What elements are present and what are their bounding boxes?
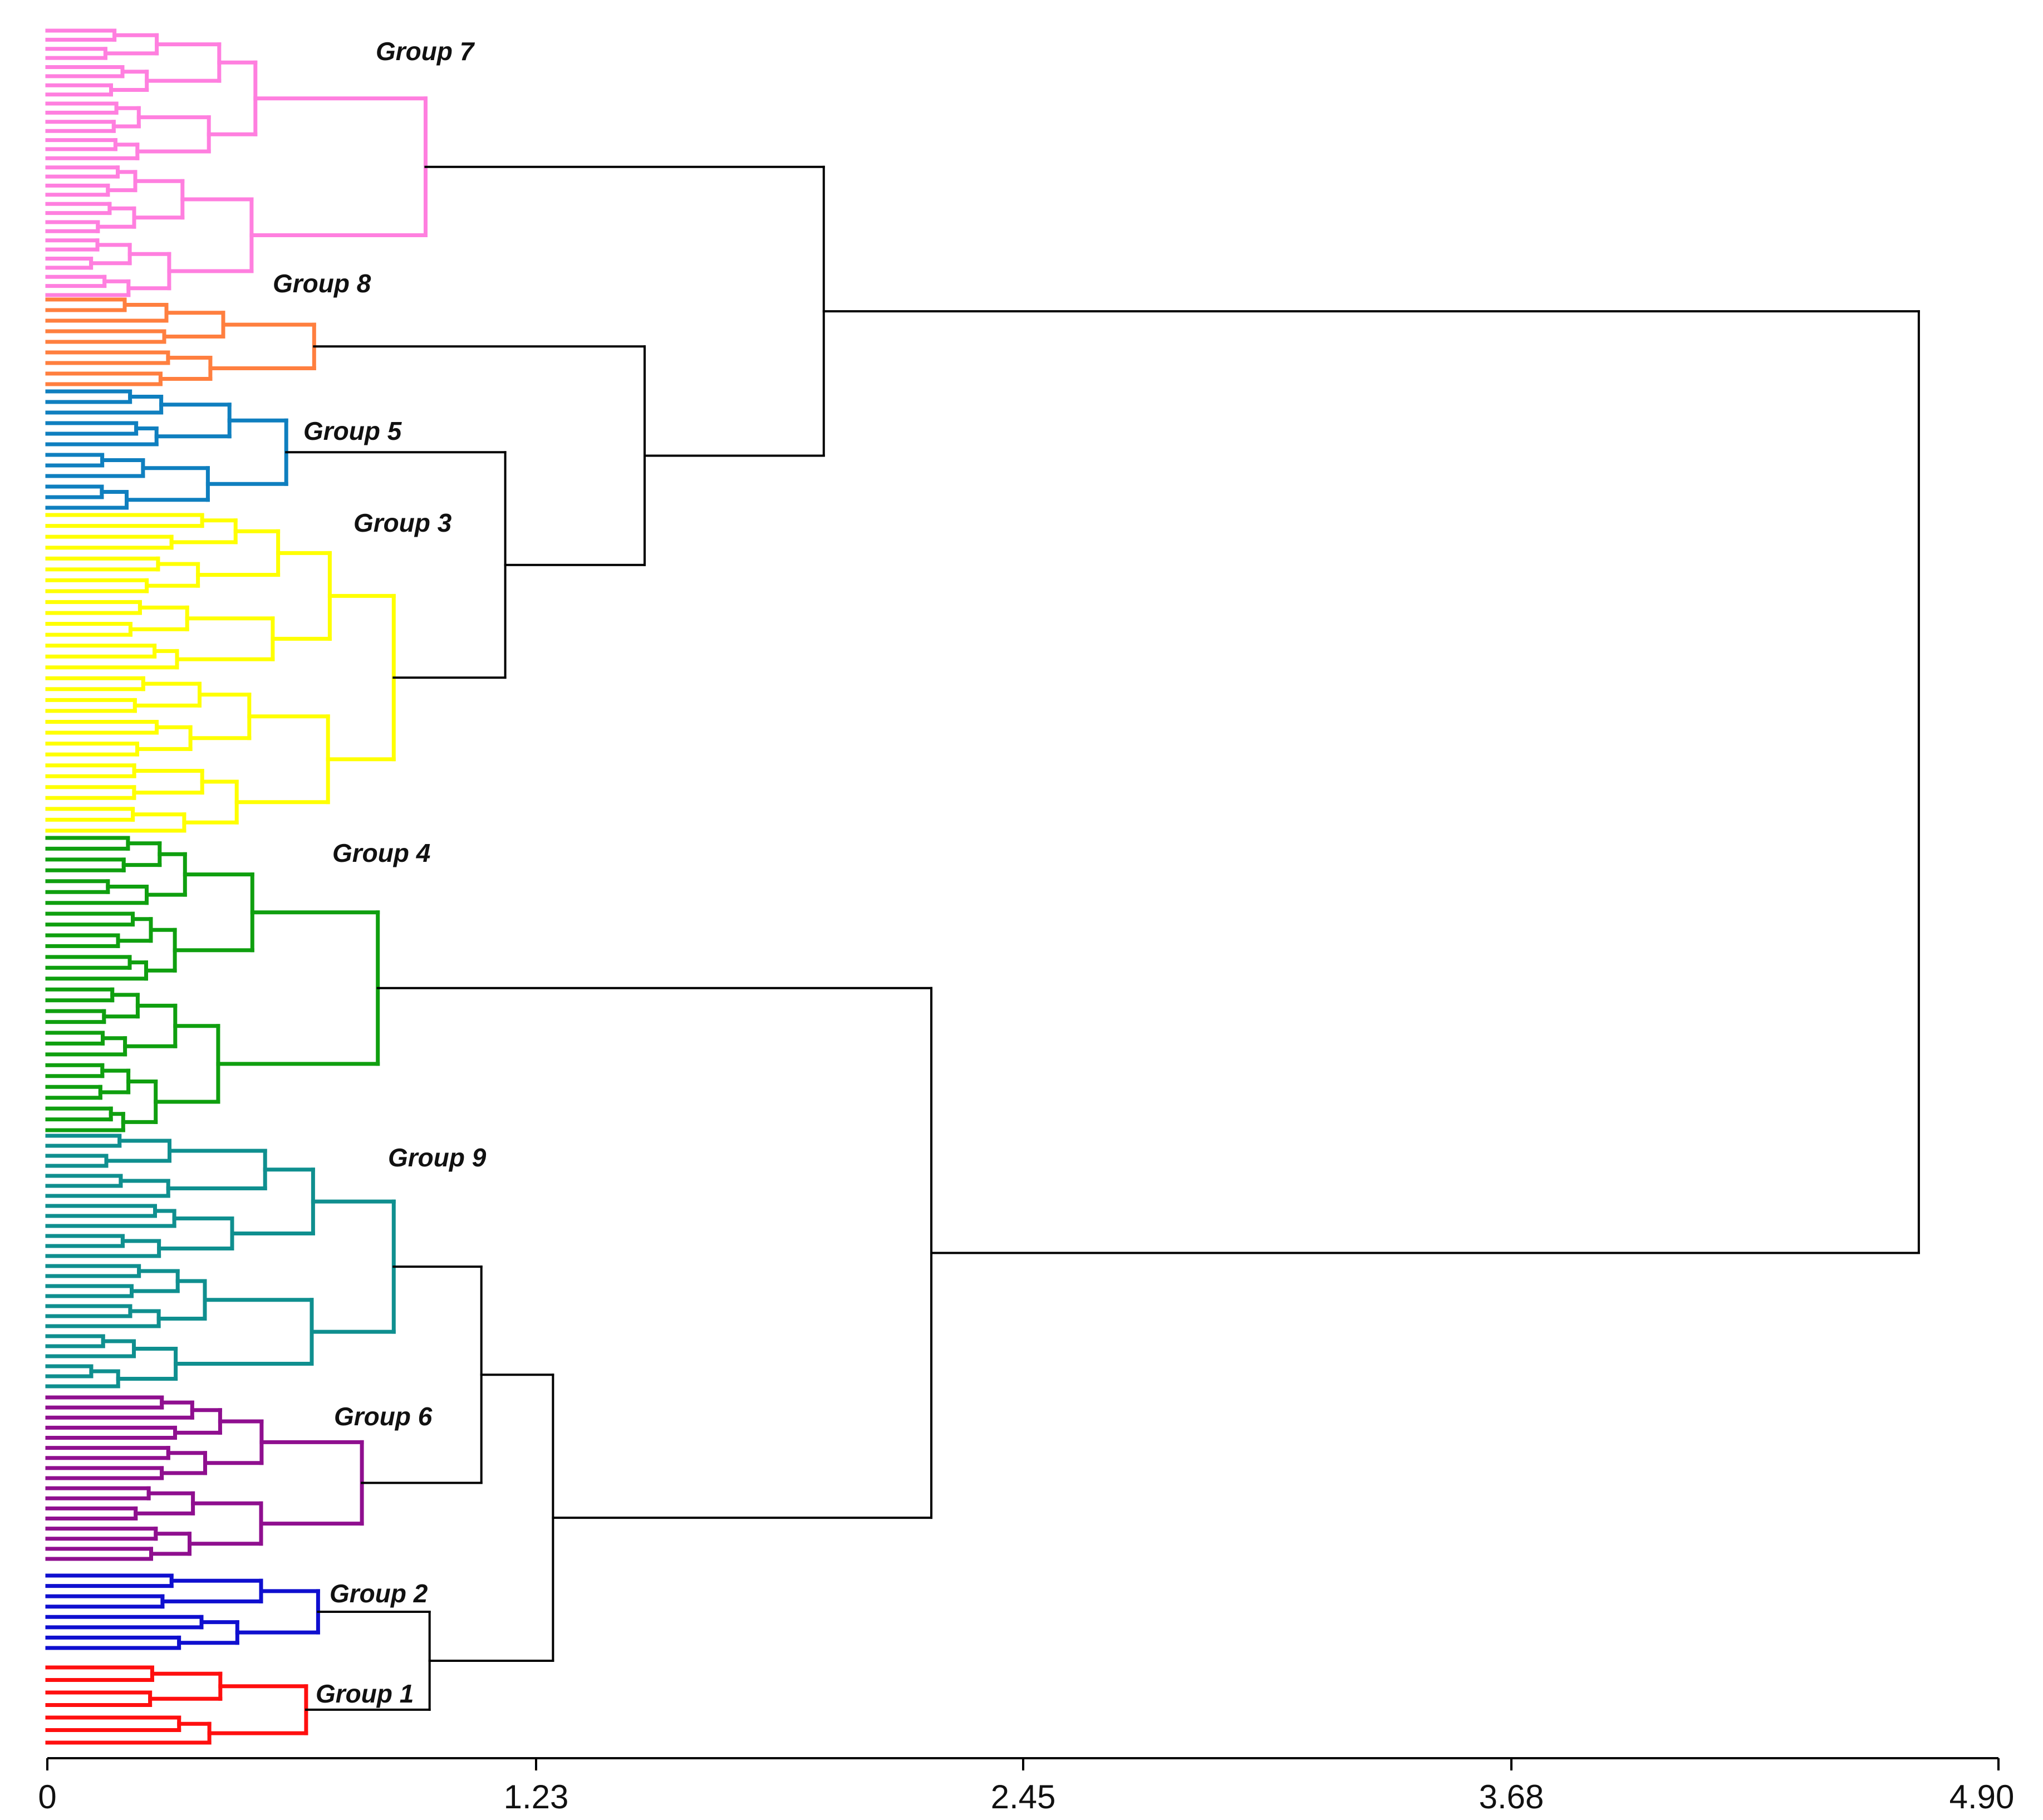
group-label: Group 7 [376,37,475,66]
group-label: Group 3 [353,508,452,537]
x-tick-label: 0 [38,1778,56,1816]
x-axis: 0 1.23 2.45 3.68 4.90 [38,1757,2015,1816]
group-label: Group 1 [316,1679,414,1708]
group-label: Group 9 [388,1143,487,1172]
x-tick-label: 1.23 [504,1778,569,1816]
group-label: Group 8 [273,269,371,298]
x-tick-label: 4.90 [1949,1778,2015,1816]
x-tick-label: 3.68 [1479,1778,1544,1816]
group-label: Group 5 [303,416,402,445]
x-tick-label: 2.45 [991,1778,1056,1816]
group-label: Group 2 [330,1579,428,1608]
dendrogram-links [45,28,1920,1745]
group-label: Group 6 [334,1402,433,1431]
group-label: Group 4 [332,838,430,867]
group-labels: Group 7 Group 8 Group 5 Group 3 Group 4 … [273,37,487,1708]
